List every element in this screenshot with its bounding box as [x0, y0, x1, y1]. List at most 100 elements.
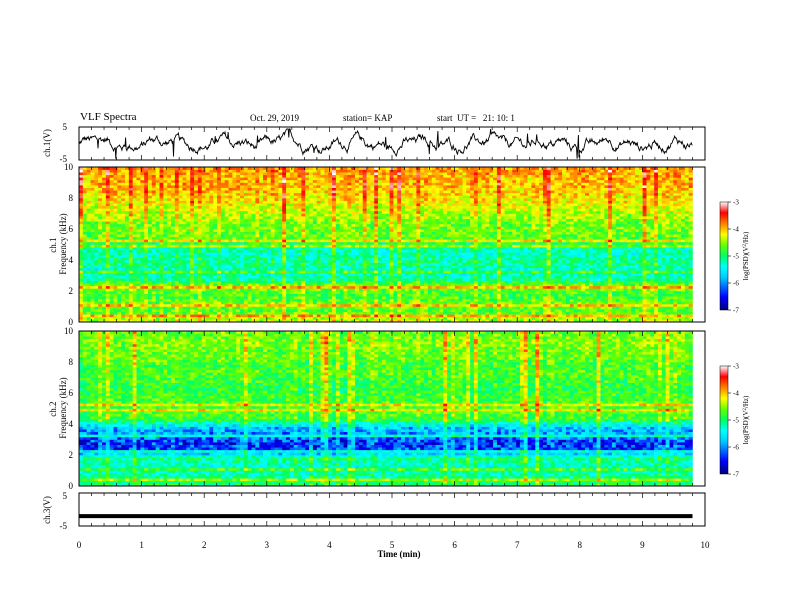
ch1-cell: [424, 309, 429, 312]
ch1-cell: [270, 298, 275, 302]
ch1-cell: [90, 254, 95, 258]
ch1-cell: [128, 252, 133, 256]
ch1-cell: [539, 247, 544, 250]
ch1-cell: [316, 316, 321, 320]
ch1-cell: [665, 262, 670, 266]
ch1-cell: [174, 293, 179, 297]
ch1-cell: [209, 291, 214, 294]
ch1-cell: [688, 314, 693, 318]
ch1-cell: [527, 247, 532, 250]
ch1-cell: [581, 244, 586, 248]
ch1-cell: [562, 265, 567, 269]
ch1-cell: [259, 257, 264, 261]
ch1-cell: [508, 311, 513, 315]
ch1-cell: [289, 262, 295, 266]
ch1-cell: [424, 301, 429, 305]
ch1-cell: [435, 309, 440, 312]
ch1-cell: [201, 319, 206, 323]
ch1-cell: [228, 252, 233, 256]
ch1-cell: [155, 301, 160, 305]
ch1-cell: [335, 241, 341, 245]
ch1-cell: [654, 252, 659, 256]
ch1-cell: [546, 311, 551, 315]
ch1-cell: [347, 291, 352, 294]
ch1-cell: [519, 252, 525, 256]
ch1-cell: [94, 262, 99, 266]
ch1-cell: [282, 252, 287, 256]
ch1-cell: [128, 244, 133, 248]
ch1-cell: [519, 301, 525, 305]
ch1-cell: [205, 283, 210, 287]
ch1-cell: [355, 278, 360, 281]
ch1-cell: [650, 249, 655, 253]
ch1-cell: [393, 280, 398, 284]
ch1-cell: [669, 280, 674, 284]
ch1-cell: [243, 260, 248, 263]
ch1-cell: [109, 267, 114, 271]
ch1-cell: [366, 280, 371, 284]
ch1-cell: [236, 303, 241, 307]
ch1-cell: [404, 288, 410, 292]
ch1-cell: [611, 244, 617, 248]
ch1-cell: [312, 291, 318, 294]
ch1-cell: [132, 314, 137, 318]
ch1-cell: [642, 309, 647, 312]
ch1-cell: [615, 311, 620, 315]
ch1-cell: [608, 306, 613, 310]
ch1-cell: [98, 241, 103, 245]
ch1-cell: [266, 257, 272, 261]
ch1-cell: [312, 288, 318, 292]
ch1-cell: [504, 309, 509, 312]
ch1-cell: [650, 265, 655, 269]
ch1-cell: [320, 314, 325, 318]
ch1-cell: [247, 241, 252, 245]
ch1-cell: [98, 252, 103, 256]
ch1-cell: [220, 280, 225, 284]
ch1-cell: [539, 265, 544, 269]
ch1-cell: [82, 247, 87, 250]
ch1-cell: [125, 272, 130, 276]
ch1-cell: [661, 249, 666, 253]
ch1-cell: [404, 260, 410, 263]
ch1-cell: [125, 267, 130, 271]
ch1-cell: [596, 309, 601, 312]
ch1-cell: [224, 267, 229, 271]
ch1-cell: [443, 291, 448, 294]
ch1-cell: [289, 311, 295, 315]
ch1-cell: [186, 288, 191, 292]
ch1-cell: [550, 247, 555, 250]
ch1-cell: [473, 244, 479, 248]
ch1-cell: [312, 316, 318, 320]
ch1-cell: [677, 270, 682, 274]
ch1-cell: [592, 319, 597, 323]
ch1-cell: [596, 291, 601, 294]
ch1-cell: [324, 301, 329, 305]
ch1-cell: [496, 270, 502, 274]
ch1-cell: [174, 314, 179, 318]
ch1-cell: [504, 291, 509, 294]
ch1-cell: [389, 262, 394, 266]
ch1-cell: [420, 260, 425, 263]
ch1-cell: [519, 314, 525, 318]
ch1-cell: [623, 247, 628, 250]
ch1-cell: [236, 311, 241, 315]
ch1-cell: [550, 272, 555, 276]
ch1-cell: [523, 247, 528, 250]
ch1-cell: [109, 249, 114, 253]
ch1-cell: [546, 314, 551, 318]
ch1-cell: [358, 278, 364, 281]
ch1-cell: [155, 298, 160, 302]
ch1-cell: [197, 296, 202, 300]
ch1-cell: [247, 275, 252, 279]
ch1-cell: [615, 301, 620, 305]
ch1-cell: [439, 306, 444, 310]
ch1-cell: [450, 252, 456, 256]
ch1-cell: [535, 296, 540, 300]
ch1-cell: [447, 249, 452, 253]
ch1-cell: [619, 262, 624, 266]
ch1-cell: [611, 303, 617, 307]
ch1-cell: [519, 280, 525, 284]
ch1-cell: [148, 278, 153, 281]
ch1-cell: [355, 265, 360, 269]
ch1-cell: [504, 283, 509, 287]
